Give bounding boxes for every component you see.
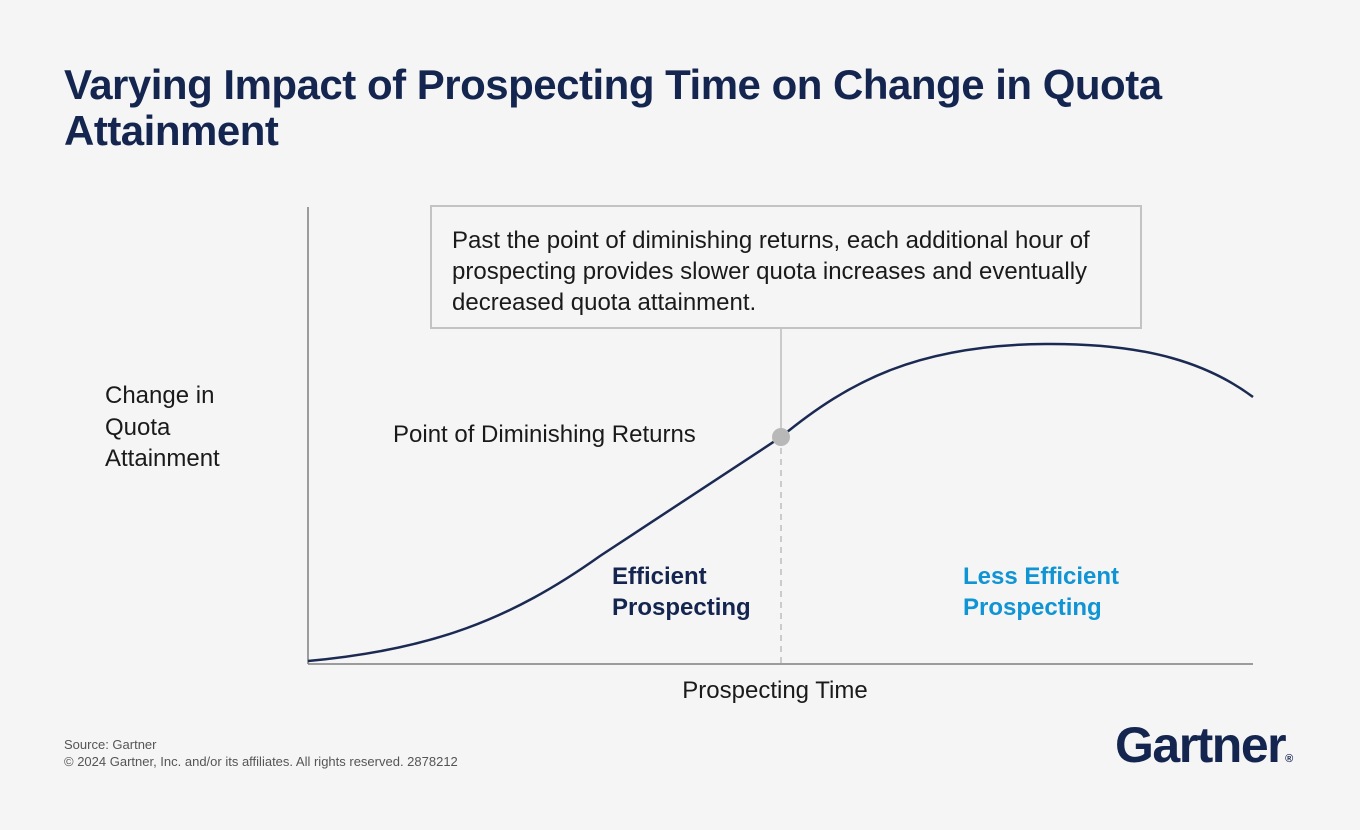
logo-text: Gartner bbox=[1115, 717, 1287, 773]
copyright-text: © 2024 Gartner, Inc. and/or its affiliat… bbox=[64, 754, 458, 769]
registered-mark: ® bbox=[1285, 753, 1294, 765]
callout-box: Past the point of diminishing returns, e… bbox=[430, 205, 1142, 329]
region-efficient: Efficient Prospecting bbox=[612, 561, 832, 623]
point-of-diminishing-returns-marker bbox=[772, 428, 790, 446]
footer: Source: Gartner © 2024 Gartner, Inc. and… bbox=[64, 736, 458, 770]
region-efficient-line2: Prospecting bbox=[612, 594, 751, 621]
x-axis-label: Prospecting Time bbox=[682, 677, 868, 704]
source-text: Source: Gartner bbox=[64, 737, 157, 752]
point-label: Point of Diminishing Returns bbox=[393, 421, 696, 448]
gartner-logo: Gartner® bbox=[1115, 716, 1293, 774]
region-less-efficient-line2: Prospecting bbox=[963, 594, 1102, 621]
region-less-efficient: Less Efficient Prospecting bbox=[963, 561, 1183, 623]
region-efficient-line1: Efficient bbox=[612, 563, 707, 590]
region-less-efficient-line1: Less Efficient bbox=[963, 563, 1120, 590]
y-axis-label: Change in Quota Attainment bbox=[105, 382, 220, 472]
callout-text: Past the point of diminishing returns, e… bbox=[452, 227, 1090, 316]
chart-title: Varying Impact of Prospecting Time on Ch… bbox=[64, 61, 1162, 154]
